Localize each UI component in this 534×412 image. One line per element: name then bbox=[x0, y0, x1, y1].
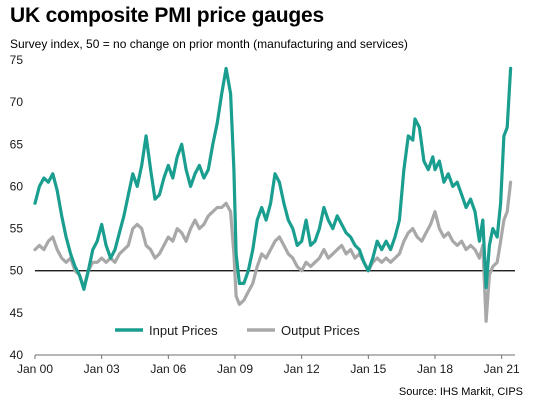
legend: Input Prices Output Prices bbox=[115, 323, 360, 338]
y-tick-label: 40 bbox=[10, 348, 24, 362]
x-tick-label: Jan 18 bbox=[417, 362, 453, 376]
x-tick-label: Jan 03 bbox=[84, 362, 120, 376]
x-tick-label: Jan 09 bbox=[217, 362, 253, 376]
x-axis: Jan 00 Jan 03 Jan 06 Jan 09 Jan 12 Jan 15 Jan … bbox=[17, 354, 520, 376]
legend-label-output-prices: Output Prices bbox=[281, 323, 360, 338]
source-note: Source: IHS Markit, CIPS bbox=[398, 386, 523, 398]
output-prices-line bbox=[33, 180, 513, 323]
chart-title: UK composite PMI price gauges bbox=[10, 4, 324, 27]
chart-subtitle: Survey index, 50 = no change on prior mo… bbox=[10, 37, 408, 51]
y-tick-label: 55 bbox=[10, 222, 24, 236]
y-tick-label: 50 bbox=[10, 264, 24, 278]
y-tick-label: 60 bbox=[10, 179, 24, 193]
x-tick-label: Jan 21 bbox=[484, 362, 520, 376]
x-tick-label: Jan 00 bbox=[17, 362, 53, 376]
input-prices-line bbox=[33, 66, 513, 291]
y-tick-label: 45 bbox=[10, 306, 24, 320]
x-tick-label: Jan 15 bbox=[350, 362, 386, 376]
y-tick-label: 70 bbox=[10, 95, 24, 109]
legend-label-input-prices: Input Prices bbox=[149, 323, 218, 338]
y-tick-label: 75 bbox=[10, 53, 24, 67]
y-tick-label: 65 bbox=[10, 137, 24, 151]
plot-area bbox=[33, 66, 515, 323]
x-tick-label: Jan 06 bbox=[150, 362, 186, 376]
x-tick-label: Jan 12 bbox=[284, 362, 320, 376]
y-axis: 40 45 50 55 60 65 70 75 bbox=[10, 53, 24, 362]
